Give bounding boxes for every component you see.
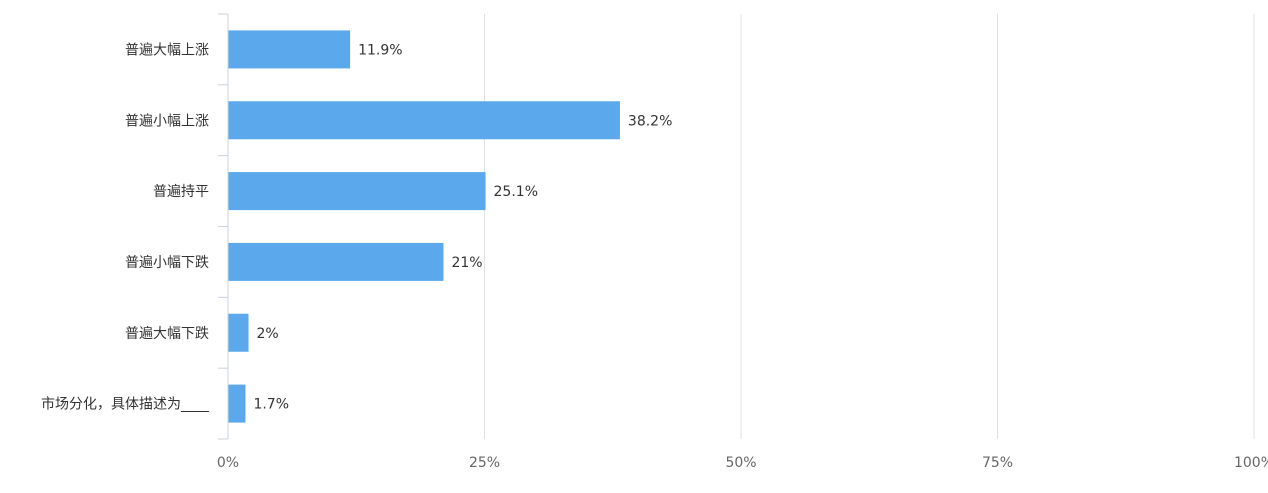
data-label: 11.9% [358,42,402,58]
category-label: 普遍持平 [153,184,209,200]
category-label: 市场分化，具体描述为____ [41,396,210,413]
x-tick-label: 100% [1234,455,1268,471]
x-tick-label: 50% [725,455,756,471]
bar [228,30,351,69]
category-label: 普遍小幅下跌 [125,255,209,271]
bar [228,242,444,281]
x-tick-label: 0% [217,455,239,471]
bar [228,172,486,211]
grid-lines [484,14,1255,439]
x-tick-label: 25% [469,455,500,471]
labels: 0% 25% 50% 75% 100% 普遍大幅上涨 11.9% 普遍小幅上涨 38.2% 普遍持… [41,42,1268,471]
bar [228,313,249,352]
data-label: 38.2% [628,113,672,129]
bars [228,30,620,423]
data-label: 2% [257,326,279,342]
y-axis [218,13,229,440]
data-label: 25.1% [494,184,538,200]
category-label: 普遍大幅下跌 [125,326,209,342]
data-label: 21% [451,255,482,271]
bar [228,384,246,423]
category-label: 普遍小幅上涨 [125,113,209,129]
data-label: 1.7% [253,397,289,413]
bar [228,101,620,140]
x-tick-label: 75% [982,455,1013,471]
category-label: 普遍大幅上涨 [125,42,209,58]
